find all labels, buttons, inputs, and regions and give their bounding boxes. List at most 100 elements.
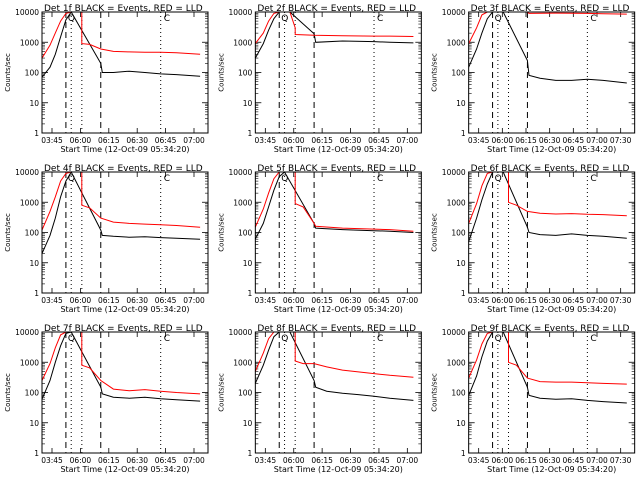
series-events-line: [468, 331, 627, 404]
y-tick-label: 10: [243, 259, 253, 268]
x-axis-label: Start Time (12-Oct-09 05:34:20): [487, 145, 616, 154]
corner-label-c: C: [590, 14, 596, 24]
y-axis-label: Counts/sec: [4, 213, 12, 252]
x-tick-label: 07:30: [610, 456, 632, 465]
x-tick-label: 06:30: [539, 456, 561, 465]
y-tick-label: 10000: [228, 168, 252, 177]
y-tick-label: 1000: [20, 358, 39, 367]
y-tick-label: 10000: [442, 168, 466, 177]
plot-frame: [468, 11, 636, 134]
x-tick-label: 07:00: [397, 296, 419, 305]
series-lld-line: [254, 331, 414, 378]
series-events-line: [254, 331, 414, 401]
x-tick-label: 06:00: [70, 136, 92, 145]
plot-frame: [468, 171, 636, 294]
x-tick-label: 03:45: [255, 136, 277, 145]
chart-panel-7: Det 7f BLACK = Events, RED = LLD 1 10 100 10…: [4, 324, 209, 474]
x-tick-label: 07:00: [586, 456, 608, 465]
x-axis-label: Start Time (12-Oct-09 05:34:20): [60, 305, 189, 314]
y-tick-label: 1: [34, 449, 39, 458]
y-tick-label: 1000: [233, 198, 252, 207]
x-axis-label: Start Time (12-Oct-09 05:34:20): [60, 145, 189, 154]
x-tick-label: 06:15: [311, 136, 333, 145]
x-tick-label: 07:30: [610, 296, 632, 305]
y-tick-label: 1: [34, 129, 39, 138]
y-tick-label: 1000: [20, 198, 39, 207]
x-tick-label: 07:00: [586, 296, 608, 305]
y-tick-label: 1000: [20, 38, 39, 47]
series-events-line: [41, 11, 201, 78]
y-tick-label: 10: [29, 99, 39, 108]
series-events-line: [468, 11, 627, 84]
chart-title: Det 5f BLACK = Events, RED = LLD: [257, 164, 416, 174]
corner-label-c: C: [377, 334, 383, 344]
y-tick-label: 1000: [447, 358, 466, 367]
x-tick-label: 06:15: [98, 136, 120, 145]
chart-panel-2: Det 2f BLACK = Events, RED = LLD 1 10 100 10…: [217, 4, 422, 154]
y-tick-label: 1000: [233, 38, 252, 47]
y-tick-label: 1: [248, 449, 253, 458]
corner-label-c: C: [590, 174, 596, 184]
x-tick-label: 03:45: [41, 456, 63, 465]
chart-title: Det 3f BLACK = Events, RED = LLD: [471, 4, 630, 14]
series-events-line: [41, 331, 201, 402]
x-tick-label: 03:45: [468, 136, 490, 145]
y-tick-label: 10000: [228, 8, 252, 17]
y-axis-label: Counts/sec: [431, 373, 439, 412]
corner-label-q: Q: [495, 174, 502, 184]
x-tick-label: 06:15: [311, 296, 333, 305]
y-tick-label: 1000: [447, 198, 466, 207]
y-axis-label: Counts/sec: [217, 213, 225, 252]
y-tick-label: 100: [238, 69, 253, 78]
y-axis-label: Counts/sec: [4, 53, 12, 92]
series-events-line: [41, 170, 201, 254]
series-lld-line: [254, 11, 414, 44]
series-events-line: [254, 171, 414, 240]
x-tick-label: 06:45: [368, 136, 390, 145]
x-tick-label: 03:45: [41, 136, 63, 145]
plot-frame: [254, 331, 422, 454]
corner-label-q: Q: [281, 174, 288, 184]
plot-frame: [41, 11, 209, 134]
x-tick-label: 06:45: [563, 456, 585, 465]
plot-frame: [41, 171, 209, 294]
x-tick-label: 06:00: [70, 296, 92, 305]
x-tick-label: 06:00: [283, 456, 305, 465]
x-tick-label: 06:00: [492, 296, 514, 305]
y-tick-label: 100: [451, 389, 466, 398]
x-tick-label: 07:00: [183, 456, 205, 465]
y-tick-label: 10000: [442, 8, 466, 17]
chart-panel-6: Det 6f BLACK = Events, RED = LLD 1 10 100 10…: [431, 164, 636, 314]
x-tick-label: 06:45: [155, 296, 177, 305]
y-tick-label: 10000: [15, 328, 39, 337]
x-tick-label: 06:30: [539, 296, 561, 305]
x-tick-label: 06:15: [98, 296, 120, 305]
chart-title: Det 8f BLACK = Events, RED = LLD: [257, 324, 416, 334]
chart-title: Det 6f BLACK = Events, RED = LLD: [471, 164, 630, 174]
chart-panel-9: Det 9f BLACK = Events, RED = LLD 1 10 100 10…: [431, 324, 636, 474]
y-tick-label: 10000: [228, 328, 252, 337]
x-axis-label: Start Time (12-Oct-09 05:34:20): [274, 305, 403, 314]
x-tick-label: 06:15: [98, 456, 120, 465]
y-tick-label: 10: [456, 259, 466, 268]
x-tick-label: 06:30: [340, 296, 362, 305]
x-tick-label: 07:30: [610, 136, 632, 145]
y-tick-label: 100: [451, 229, 466, 238]
x-tick-label: 06:00: [70, 456, 92, 465]
x-axis-label: Start Time (12-Oct-09 05:34:20): [60, 465, 189, 474]
chart-panel-8: Det 8f BLACK = Events, RED = LLD 1 10 100 10…: [217, 324, 422, 474]
x-tick-label: 06:45: [155, 456, 177, 465]
corner-label-c: C: [377, 174, 383, 184]
plot-frame: [254, 171, 422, 294]
y-axis-label: Counts/sec: [431, 53, 439, 92]
x-tick-label: 06:30: [340, 136, 362, 145]
x-tick-label: 07:00: [183, 296, 205, 305]
y-tick-label: 1: [461, 449, 466, 458]
series-events-line: [468, 171, 627, 242]
x-tick-label: 06:15: [515, 456, 537, 465]
x-tick-label: 06:15: [515, 296, 537, 305]
y-tick-label: 100: [25, 229, 40, 238]
corner-label-q: Q: [495, 14, 502, 24]
